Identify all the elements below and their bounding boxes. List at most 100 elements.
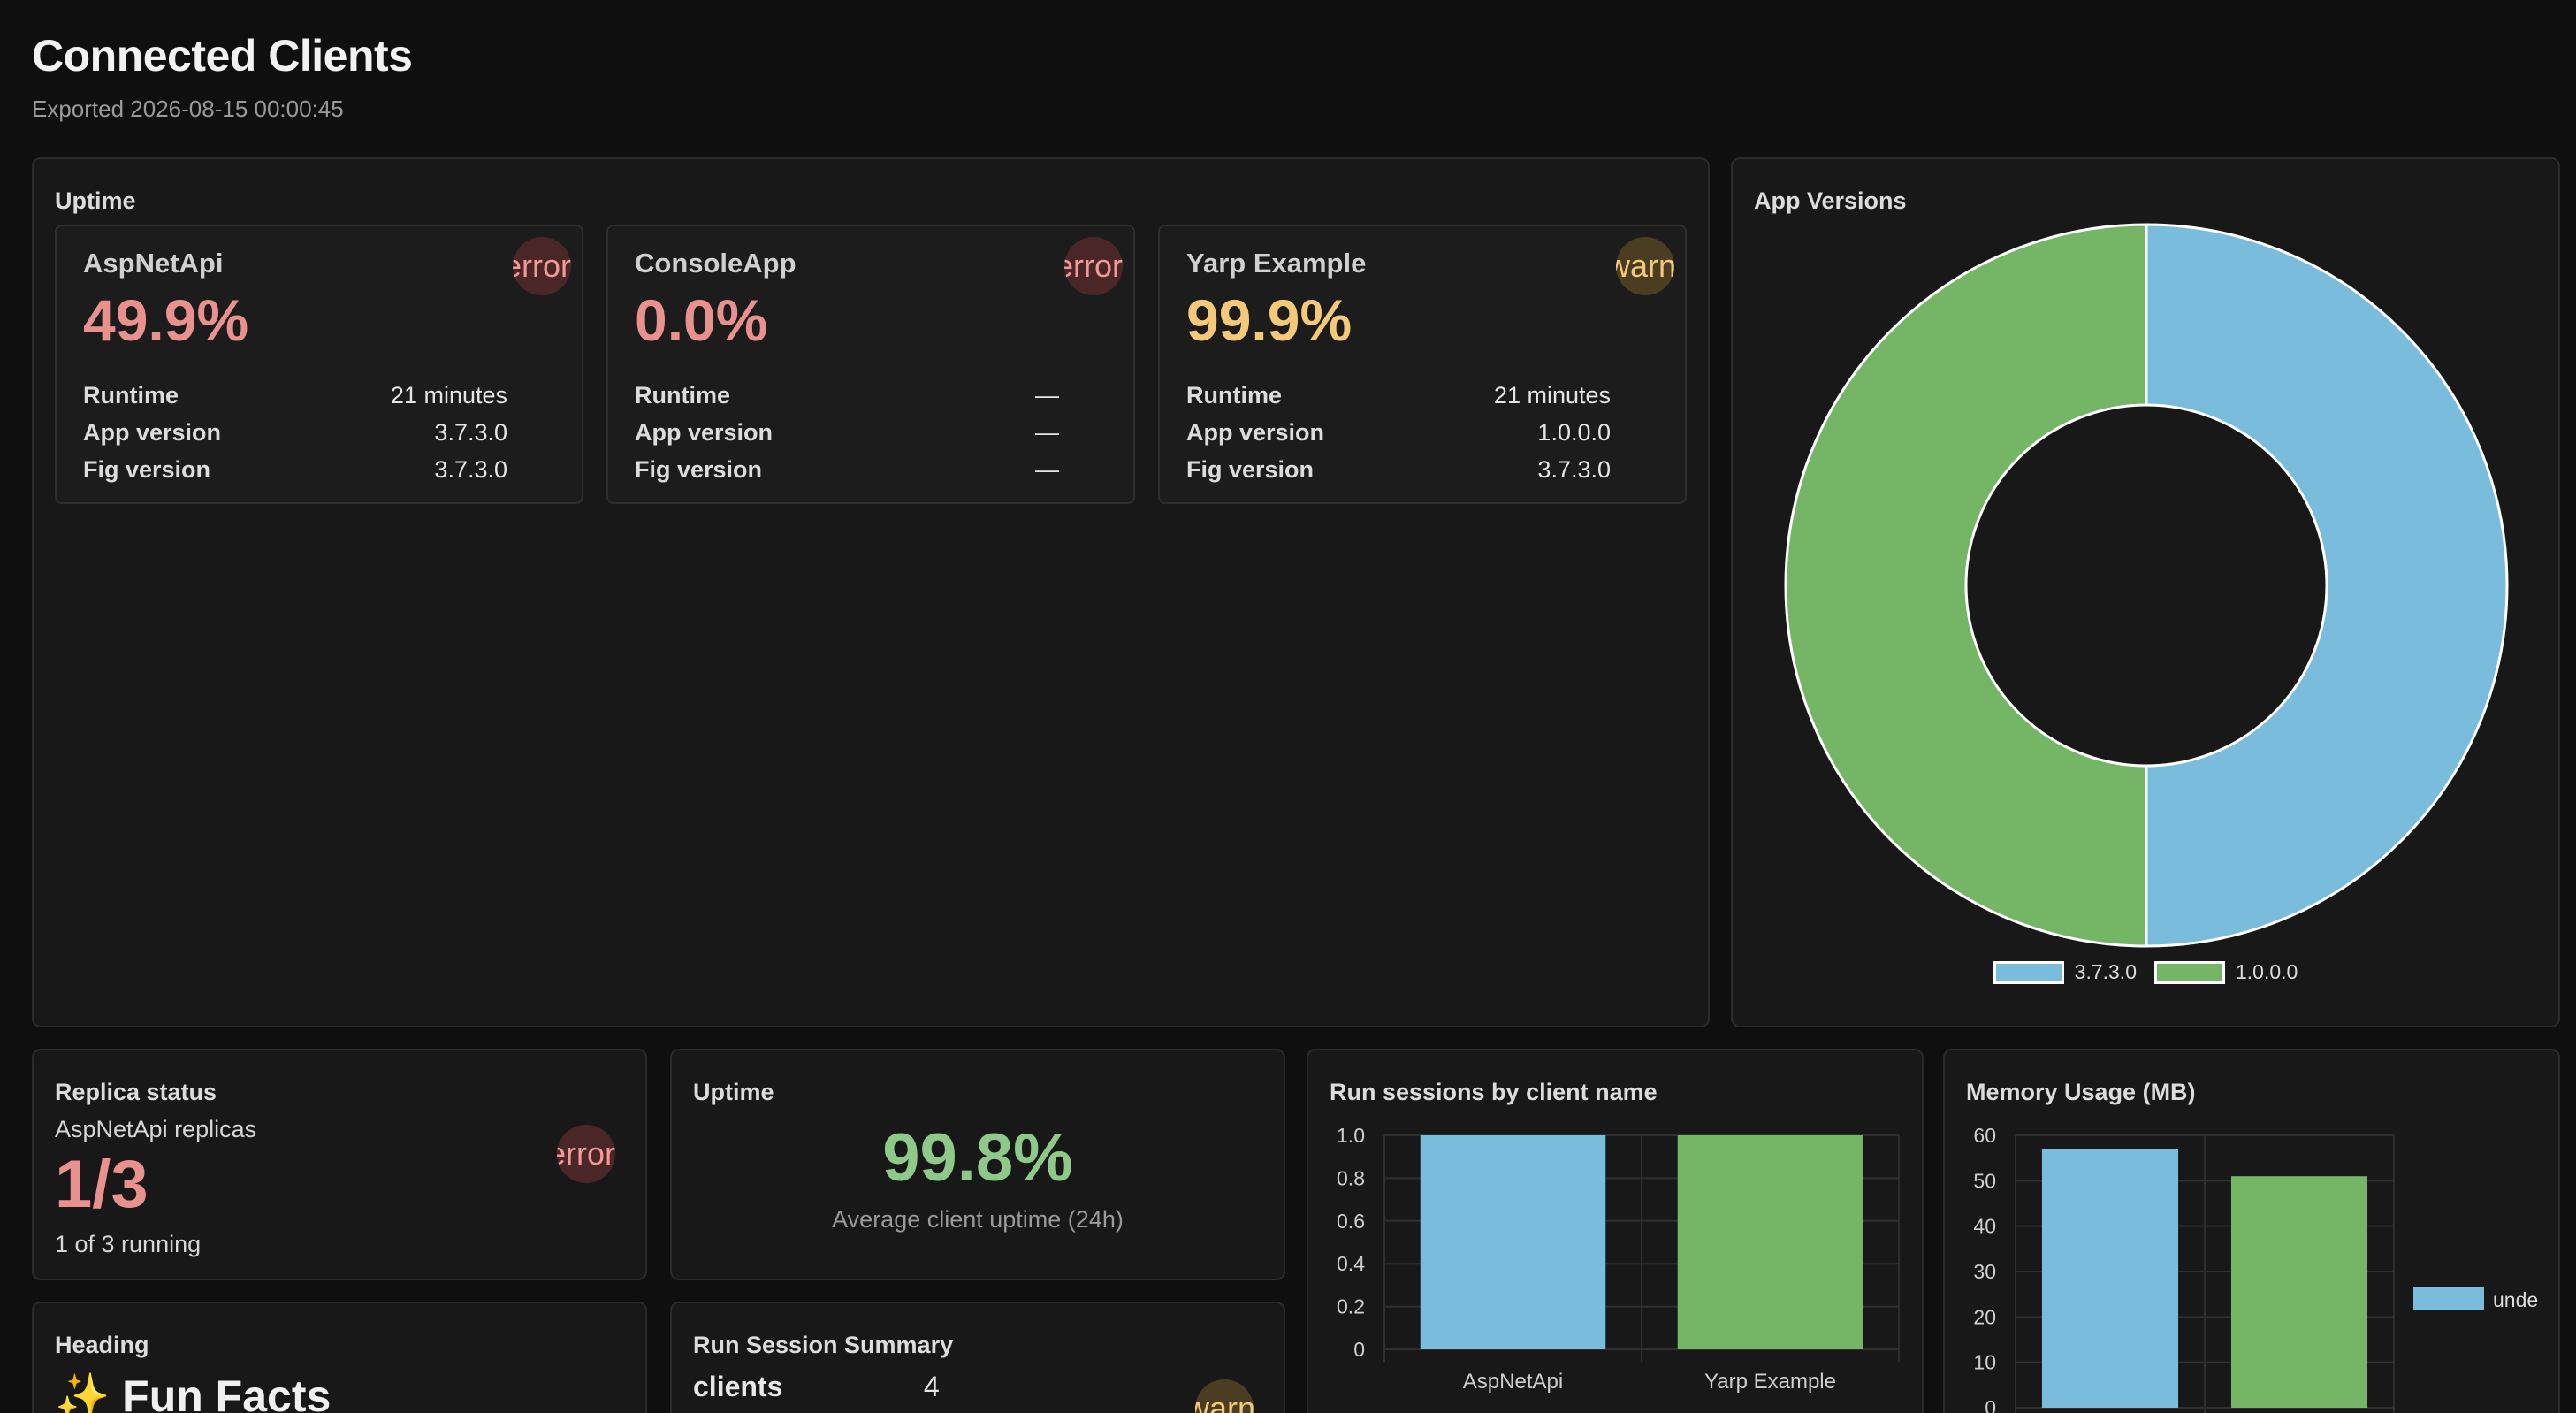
fig-version-label: Fig version xyxy=(83,456,211,483)
status-badge: error xyxy=(1064,237,1123,295)
legend-label: unde xyxy=(2493,1288,2538,1311)
app-versions-donut-chart xyxy=(1784,223,2509,948)
app-version-label: App version xyxy=(83,419,222,446)
app-versions-title: App Versions xyxy=(1754,187,1907,214)
y-tick-label: 0.4 xyxy=(1337,1252,1365,1275)
y-tick-label: 1.0 xyxy=(1337,1124,1365,1147)
y-tick-label: 50 xyxy=(1973,1169,1996,1192)
legend-item[interactable]: 3.7.3.0 xyxy=(1993,960,2137,984)
run-sessions-bar-chart: 0 0.2 0.4 0.6 0.8 1.0 AspNetApi Yarp Example xyxy=(1337,1124,1900,1394)
summary-row-label: clients xyxy=(693,1371,783,1402)
legend-swatch xyxy=(1993,960,2064,984)
replica-count: 1/3 xyxy=(55,1147,149,1222)
run-session-summary-panel: Run Session Summary clients 4 warning xyxy=(670,1302,1285,1413)
bar[interactable] xyxy=(2041,1149,2179,1408)
heading-panel: Heading ✨ Fun Facts xyxy=(32,1302,647,1413)
bar[interactable] xyxy=(1420,1135,1606,1349)
run-session-summary-title: Run Session Summary xyxy=(693,1332,954,1358)
legend-swatch xyxy=(2413,1287,2484,1310)
app-version-row: App version 3.7.3.0 xyxy=(83,419,507,447)
client-name: AspNetApi xyxy=(83,248,224,279)
app-version-label: App version xyxy=(1186,419,1325,446)
page-title: Connected Clients xyxy=(32,31,413,80)
fig-version-row: Fig version 3.7.3.0 xyxy=(83,456,507,484)
fig-version-value: 3.7.3.0 xyxy=(434,456,507,483)
legend-label: 3.7.3.0 xyxy=(2074,960,2137,983)
y-tick-label: 0.2 xyxy=(1337,1295,1365,1318)
runtime-row: Runtime 21 minutes xyxy=(1186,382,1611,409)
summary-row-value: 4 xyxy=(923,1371,940,1402)
y-tick-label: 60 xyxy=(1973,1124,1996,1147)
fig-version-value: — xyxy=(1035,456,1059,483)
y-tick-label: 20 xyxy=(1973,1305,1996,1328)
y-tick-label: 0 xyxy=(1353,1338,1365,1361)
donut-slice[interactable] xyxy=(1784,223,2148,948)
app-version-value: 3.7.3.0 xyxy=(434,419,507,446)
uptime-panel: Uptime AspNetApi 49.9% error Runtime 21 minu… xyxy=(32,157,1710,1027)
bar[interactable] xyxy=(1677,1135,1863,1349)
runtime-label: Runtime xyxy=(83,382,179,409)
y-tick-label: 40 xyxy=(1973,1215,1996,1238)
runtime-value: 21 minutes xyxy=(1493,382,1611,409)
client-card[interactable]: ConsoleApp 0.0% error Runtime — App version — F… xyxy=(606,225,1135,504)
runtime-row: Runtime 21 minutes xyxy=(83,382,507,409)
runtime-row: Runtime — xyxy=(635,382,1059,409)
runtime-label: Runtime xyxy=(635,382,730,409)
y-tick-label: 30 xyxy=(1973,1260,1996,1283)
memory-usage-panel: Memory Usage (MB) 0 10 20 30 40 50 60 unde xyxy=(1943,1049,2560,1413)
summary-row: clients 4 xyxy=(693,1371,940,1403)
heading-panel-title: Heading xyxy=(55,1332,149,1358)
y-tick-label: 0.8 xyxy=(1337,1166,1365,1189)
app-version-label: App version xyxy=(635,419,774,446)
y-tick-label: 0 xyxy=(1985,1396,1996,1413)
y-tick-label: 0.6 xyxy=(1337,1210,1365,1233)
replica-status-panel: Replica status AspNetApi replicas 1/3 1 … xyxy=(32,1049,647,1280)
client-uptime: 49.9% xyxy=(83,287,249,353)
client-card[interactable]: AspNetApi 49.9% error Runtime 21 minutes App … xyxy=(55,225,583,504)
app-version-value: 1.0.0.0 xyxy=(1537,419,1611,446)
app-version-value: — xyxy=(1035,419,1059,446)
uptime-panel-title: Uptime xyxy=(55,187,136,214)
fig-version-row: Fig version — xyxy=(635,456,1059,484)
client-uptime: 0.0% xyxy=(635,287,768,353)
average-uptime-panel: Uptime 99.8% Average client uptime (24h) xyxy=(670,1049,1285,1280)
page-subtitle: Exported 2026-08-15 00:00:45 xyxy=(32,95,344,122)
app-version-row: App version 1.0.0.0 xyxy=(1186,419,1611,447)
x-tick-label: AspNetApi xyxy=(1463,1370,1563,1394)
x-tick-label: Yarp Example xyxy=(1704,1370,1836,1394)
runtime-value: 21 minutes xyxy=(390,382,507,409)
fig-version-label: Fig version xyxy=(1186,456,1315,483)
legend-label: 1.0.0.0 xyxy=(2236,960,2298,983)
fig-version-row: Fig version 3.7.3.0 xyxy=(1186,456,1611,484)
fig-version-value: 3.7.3.0 xyxy=(1537,456,1611,483)
replica-status-badge: error xyxy=(557,1125,615,1183)
legend-item[interactable]: 1.0.0.0 xyxy=(2154,960,2298,984)
average-uptime-caption: Average client uptime (24h) xyxy=(832,1206,1124,1233)
y-tick-label: 10 xyxy=(1973,1351,1996,1374)
client-uptime: 99.9% xyxy=(1186,287,1353,353)
average-uptime-title: Uptime xyxy=(693,1079,774,1105)
bar[interactable] xyxy=(2230,1176,2368,1408)
client-name: ConsoleApp xyxy=(635,248,796,279)
replica-detail: 1 of 3 running xyxy=(55,1231,202,1257)
status-badge: warning xyxy=(1616,237,1674,295)
app-version-row: App version — xyxy=(635,419,1059,447)
donut-slice[interactable] xyxy=(2145,223,2509,948)
memory-usage-title: Memory Usage (MB) xyxy=(1966,1079,2196,1105)
heading-text: ✨ Fun Facts xyxy=(55,1371,332,1413)
replica-status-title: Replica status xyxy=(55,1079,217,1105)
run-session-summary-badge: warning xyxy=(1195,1379,1254,1413)
status-badge: error xyxy=(513,237,571,295)
app-versions-legend: 3.7.3.0 1.0.0.0 xyxy=(1733,960,2558,989)
client-card[interactable]: Yarp Example 99.9% warning Runtime 21 minute… xyxy=(1158,225,1687,504)
runtime-label: Runtime xyxy=(1186,382,1282,409)
app-versions-panel: App Versions 3.7.3.0 1.0.0.0 xyxy=(1731,157,2560,1027)
runtime-value: — xyxy=(1035,382,1059,409)
legend-swatch xyxy=(2154,960,2225,984)
memory-usage-bar-chart: 0 10 20 30 40 50 60 unde xyxy=(1973,1124,2538,1413)
fig-version-label: Fig version xyxy=(635,456,763,483)
average-uptime-value: 99.8% xyxy=(882,1120,1073,1195)
run-sessions-title: Run sessions by client name xyxy=(1330,1079,1658,1105)
run-sessions-panel: Run sessions by client name 0 0.2 0.4 0.6 0.… xyxy=(1307,1049,1924,1413)
replica-status-subtitle: AspNetApi replicas xyxy=(55,1116,257,1142)
